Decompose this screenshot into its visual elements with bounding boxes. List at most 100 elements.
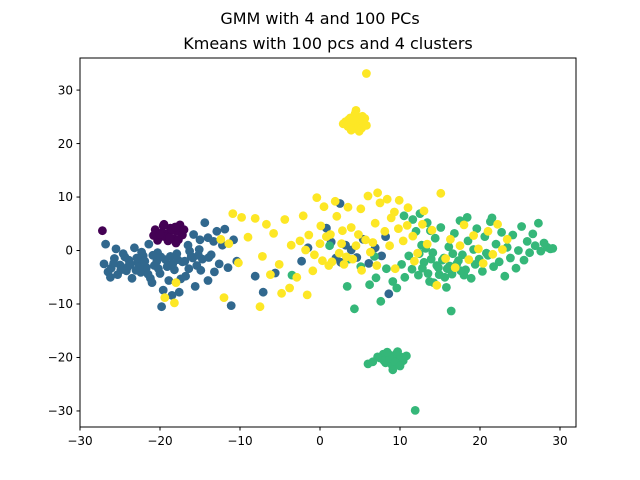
scatter-point [308, 266, 318, 276]
scatter-point [220, 224, 230, 234]
scatter-point [170, 298, 179, 308]
scatter-point [143, 269, 153, 279]
scatter-point [423, 269, 433, 278]
scatter-point [173, 255, 183, 264]
y-tick-label: −20 [48, 351, 73, 365]
points-layer [98, 69, 558, 415]
scatter-point [295, 236, 305, 246]
scatter-point [144, 239, 154, 249]
scatter-point [337, 239, 346, 249]
scatter-point [109, 259, 118, 268]
scatter-point [462, 213, 472, 222]
scatter-point [154, 264, 163, 274]
scatter-point [170, 222, 180, 232]
scatter-point [200, 218, 210, 228]
scatter-point [234, 258, 243, 268]
scatter-point [342, 282, 352, 291]
scatter-point [318, 256, 327, 266]
scatter-point [98, 226, 107, 236]
scatter-point [368, 238, 378, 247]
scatter-point [339, 260, 349, 269]
scatter-point [258, 287, 268, 297]
scatter-point [292, 272, 302, 282]
scatter-point [184, 264, 194, 274]
scatter-point [346, 125, 356, 135]
scatter-point [346, 223, 356, 232]
scatter-point [525, 248, 534, 258]
scatter-point [442, 283, 451, 292]
scatter-point [388, 365, 398, 375]
scatter-point [237, 213, 247, 222]
scatter-point [375, 198, 385, 208]
scatter-point [348, 254, 358, 264]
scatter-point [394, 195, 404, 205]
scatter-point [160, 293, 170, 302]
scatter-point [250, 214, 260, 223]
scatter-point [312, 193, 322, 203]
scatter-point [171, 278, 181, 287]
scatter-point [494, 257, 504, 267]
scatter-point [243, 232, 253, 242]
scatter-point [469, 231, 478, 240]
scatter-point [130, 243, 139, 253]
scatter-point [408, 215, 418, 224]
scatter-point [419, 206, 429, 216]
scatter-point [427, 225, 437, 235]
x-tick-label: −10 [227, 434, 252, 448]
scatter-point [432, 261, 442, 270]
scatter-point [338, 226, 347, 236]
scatter-point [470, 260, 480, 269]
figure-suptitle: GMM with 4 and 100 PCs [220, 9, 419, 28]
scatter-point [362, 69, 371, 78]
scatter-point [250, 271, 260, 281]
scatter-point [528, 229, 538, 239]
scatter-point [228, 209, 238, 219]
scatter-point [214, 259, 224, 269]
scatter-point [343, 202, 353, 212]
scatter-point [500, 271, 510, 281]
scatter-point [548, 244, 558, 253]
scatter-point [530, 241, 540, 251]
scatter-point [410, 406, 420, 415]
scatter-point [358, 111, 367, 121]
scatter-point [380, 226, 390, 236]
scatter-point [157, 302, 167, 312]
scatter-point [402, 221, 412, 230]
scatter-point [111, 244, 121, 254]
scatter-point [190, 282, 200, 291]
scatter-point [125, 260, 135, 269]
scatter-point [522, 237, 532, 246]
scatter-point [384, 289, 394, 299]
scatter-point [511, 263, 521, 273]
scatter-point [363, 359, 373, 369]
scatter-point [519, 255, 529, 265]
scatter-point [410, 256, 419, 266]
scatter-point [196, 265, 206, 275]
scatter-point [534, 218, 543, 228]
scatter-point [441, 254, 450, 263]
scatter-point [430, 233, 440, 243]
scatter-point [426, 254, 436, 264]
scatter-point [156, 252, 166, 262]
y-tick-label: 30 [58, 83, 73, 97]
scatter-point [407, 264, 417, 274]
scatter-point [286, 240, 296, 250]
scatter-point [255, 302, 265, 312]
scatter-point [382, 194, 392, 204]
scatter-point [436, 188, 446, 198]
scatter-point [158, 285, 168, 295]
scatter-point [203, 276, 213, 285]
scatter-point [266, 270, 275, 279]
scatter-point [446, 306, 456, 316]
scatter-point [370, 218, 380, 228]
scatter-point [478, 259, 488, 268]
x-tick-label: −30 [67, 434, 92, 448]
scatter-point [388, 277, 398, 286]
scatter-point [506, 253, 515, 263]
scatter-point [413, 248, 422, 258]
scatter-point [180, 256, 190, 266]
scatter-point [127, 273, 137, 283]
scatter-point [478, 267, 487, 276]
scatter-point [414, 270, 423, 280]
